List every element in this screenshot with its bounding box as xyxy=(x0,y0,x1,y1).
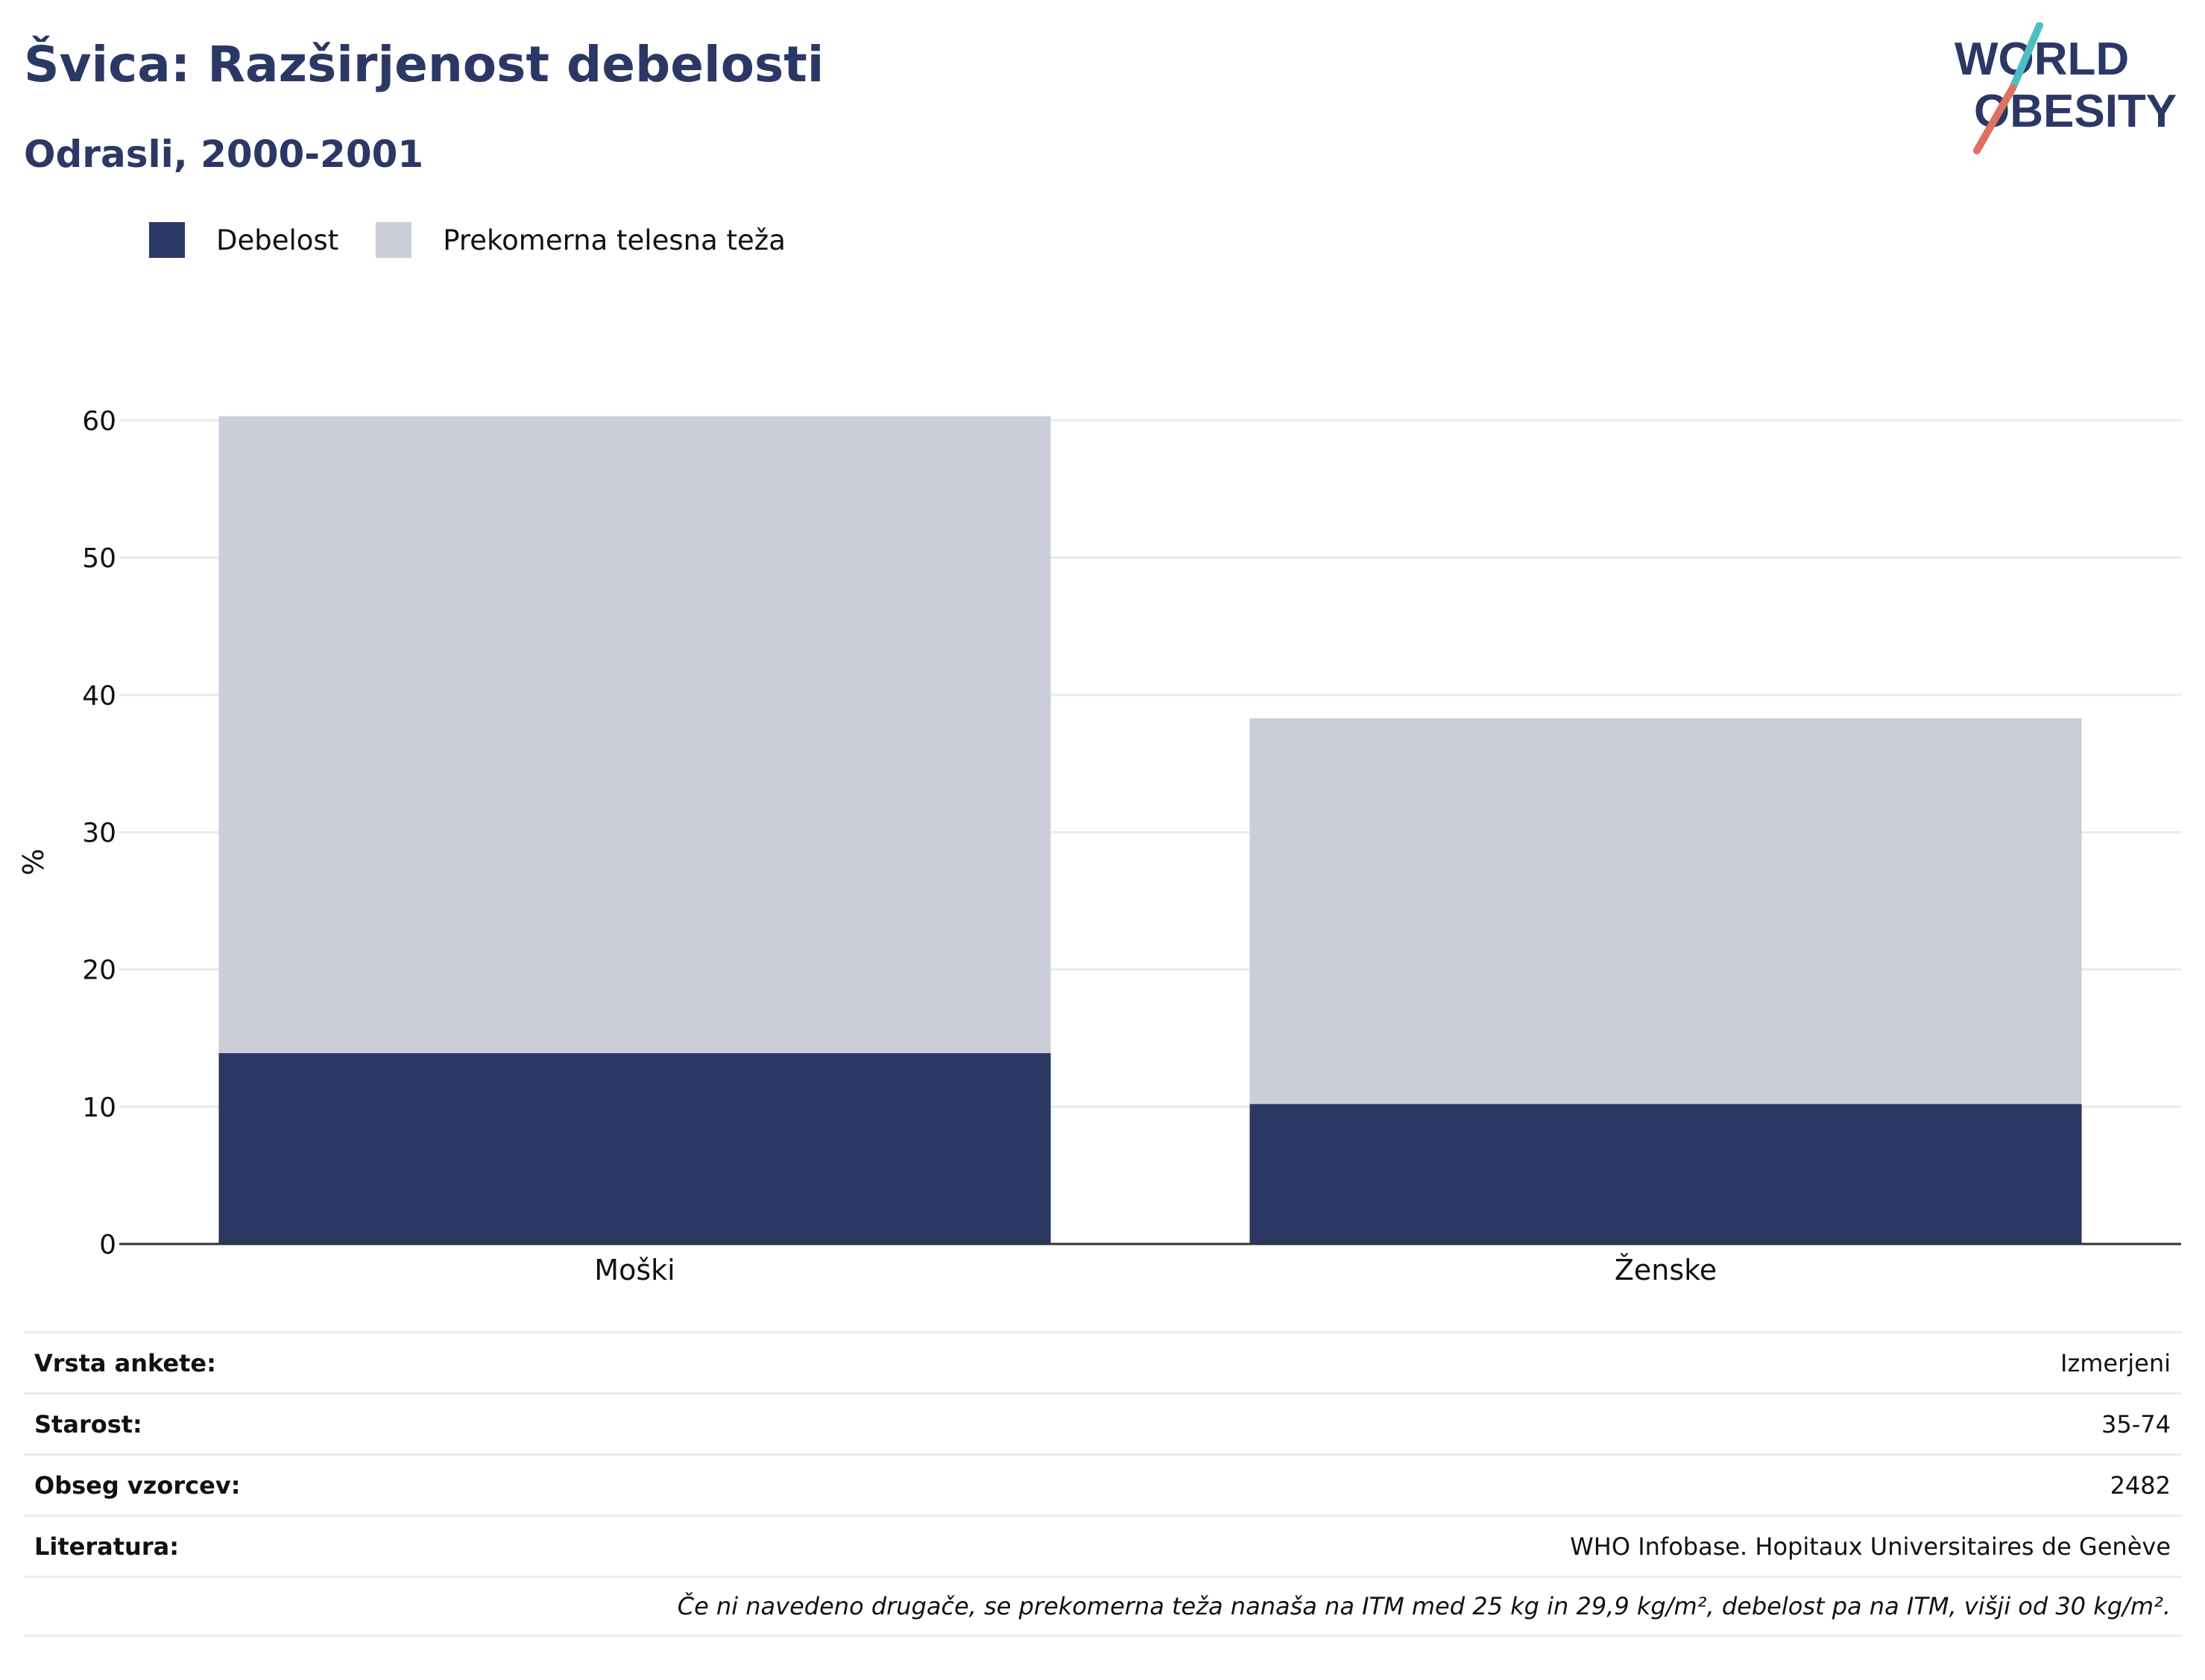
footnote: Če ni navedeno drugače, se prekomerna te… xyxy=(677,1592,2171,1620)
bar-obesity-1 xyxy=(218,1053,1051,1244)
logo-slash-coral xyxy=(1973,84,2016,154)
logo-text-obesity: OBESITY xyxy=(1974,86,2177,137)
y-tick-label-0: 0 xyxy=(99,1230,116,1260)
chart-title: Švica: Razširjenost debelosti xyxy=(24,36,824,93)
y-tick-label-10: 10 xyxy=(82,1093,116,1123)
meta-value-age: 35-74 xyxy=(2101,1409,2171,1439)
y-tick-label-50: 50 xyxy=(82,543,116,574)
legend: Debelost Prekomerna telesna teža xyxy=(149,222,823,258)
meta-label-survey-type: Vrsta ankete: xyxy=(34,1348,216,1377)
meta-value-survey-type: Izmerjeni xyxy=(2060,1348,2171,1377)
y-tick-label-40: 40 xyxy=(82,680,116,711)
bar-obesity-2 xyxy=(1249,1104,2082,1244)
meta-row-age: Starost: 35-74 xyxy=(24,1392,2181,1453)
legend-item-overweight[interactable]: Prekomerna telesna teža xyxy=(376,222,786,258)
legend-item-obesity[interactable]: Debelost xyxy=(149,222,338,258)
meta-value-literature: WHO Infobase. Hopitaux Universitaires de… xyxy=(1570,1532,2171,1561)
legend-swatch-overweight xyxy=(376,222,412,258)
metadata-table: Vrsta ankete: Izmerjeni Starost: 35-74 O… xyxy=(24,1331,2181,1637)
bar-overweight-1 xyxy=(218,416,1051,1054)
world-obesity-logo: WORLD OBESITY xyxy=(1955,22,2177,154)
logo-text-world: WORLD xyxy=(1955,34,2129,85)
legend-swatch-obesity xyxy=(149,222,185,258)
logo-slash-teal xyxy=(2009,22,2043,92)
meta-value-sample-size: 2482 xyxy=(2110,1471,2171,1500)
y-tick-label-60: 60 xyxy=(82,406,116,437)
x-tick-label-2: Ženske xyxy=(1615,1254,1717,1286)
legend-label-overweight: Prekomerna telesna teža xyxy=(443,224,786,256)
meta-row-sample-size: Obseg vzorcev: 2482 xyxy=(24,1453,2181,1515)
meta-row-literature: Literatura: WHO Infobase. Hopitaux Unive… xyxy=(24,1515,2181,1576)
bar-chart: 0 10 20 30 40 50 60 Moški Ženske% xyxy=(17,406,2181,1286)
chart-subtitle: Odrasli, 2000-2001 xyxy=(24,133,424,176)
meta-label-literature: Literatura: xyxy=(34,1532,179,1561)
bar-overweight-2 xyxy=(1249,718,2082,1105)
meta-label-sample-size: Obseg vzorcev: xyxy=(34,1471,241,1500)
meta-label-age: Starost: xyxy=(34,1409,142,1439)
y-axis-label: % xyxy=(17,848,50,875)
meta-row-note: Če ni navedeno drugače, se prekomerna te… xyxy=(24,1576,2181,1637)
legend-label-obesity: Debelost xyxy=(216,224,339,256)
y-tick-label-20: 20 xyxy=(82,956,116,986)
meta-row-survey-type: Vrsta ankete: Izmerjeni xyxy=(24,1331,2181,1392)
y-tick-label-30: 30 xyxy=(82,818,116,849)
x-tick-label-1: Moški xyxy=(594,1254,675,1286)
